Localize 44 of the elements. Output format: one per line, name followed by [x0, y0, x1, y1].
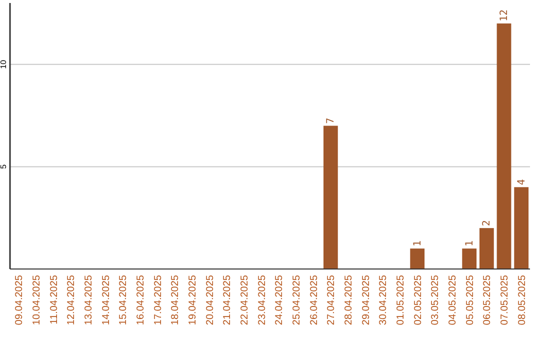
- x-tick-label: 21.04.2025: [222, 274, 234, 326]
- bar: [479, 228, 494, 269]
- x-tick-label: 02.05.2025: [412, 274, 424, 326]
- x-tick-label: 18.04.2025: [170, 274, 182, 326]
- x-tick-label: 28.04.2025: [344, 274, 354, 326]
- x-tick-label: 01.05.2025: [396, 274, 406, 326]
- y-tick-label: 10: [0, 59, 8, 69]
- data-label: 4: [516, 179, 528, 186]
- x-tick-label: 11.04.2025: [48, 274, 60, 324]
- x-tick-label: 16.04.2025: [136, 274, 146, 326]
- x-tick-label: 12.04.2025: [66, 274, 78, 326]
- x-tick-label: 24.04.2025: [274, 274, 286, 326]
- bar: [410, 248, 425, 269]
- data-label: 1: [464, 240, 476, 247]
- x-tick-label: 14.04.2025: [100, 274, 112, 326]
- data-label: 12: [499, 9, 510, 22]
- x-tick-label: 05.05.2025: [464, 274, 476, 326]
- x-tick-label: 08.05.2025: [516, 274, 528, 326]
- x-tick-label: 07.05.2025: [500, 274, 510, 326]
- x-tick-label: 17.04.2025: [152, 274, 164, 326]
- x-tick-label: 22.04.2025: [240, 274, 250, 326]
- bar: [462, 248, 477, 269]
- x-tick-label: 20.04.2025: [204, 274, 216, 326]
- x-tick-label: 04.05.2025: [448, 274, 458, 326]
- bar: [323, 126, 338, 269]
- x-tick-label: 10.04.2025: [32, 274, 42, 326]
- x-tick-label: 15.04.2025: [118, 274, 130, 326]
- x-tick-label: 06.05.2025: [482, 274, 494, 326]
- x-tick-label: 25.04.2025: [292, 274, 302, 326]
- bar: [496, 23, 512, 269]
- bar: [514, 187, 529, 269]
- x-tick-label: 13.04.2025: [84, 274, 94, 326]
- data-label: 7: [326, 118, 337, 124]
- x-tick-label: 30.04.2025: [378, 274, 390, 326]
- x-tick-label: 27.04.2025: [326, 274, 338, 326]
- data-label: 1: [412, 240, 424, 247]
- data-label: 2: [482, 220, 493, 226]
- x-tick-label: 29.04.2025: [360, 274, 372, 326]
- x-tick-label: 23.04.2025: [256, 274, 268, 326]
- x-tick-label: 09.04.2025: [14, 274, 26, 326]
- x-tick-label: 03.05.2025: [430, 274, 442, 326]
- x-tick-label: 19.04.2025: [188, 274, 198, 326]
- y-tick-label: 5: [0, 164, 8, 169]
- x-tick-label: 26.04.2025: [308, 274, 320, 326]
